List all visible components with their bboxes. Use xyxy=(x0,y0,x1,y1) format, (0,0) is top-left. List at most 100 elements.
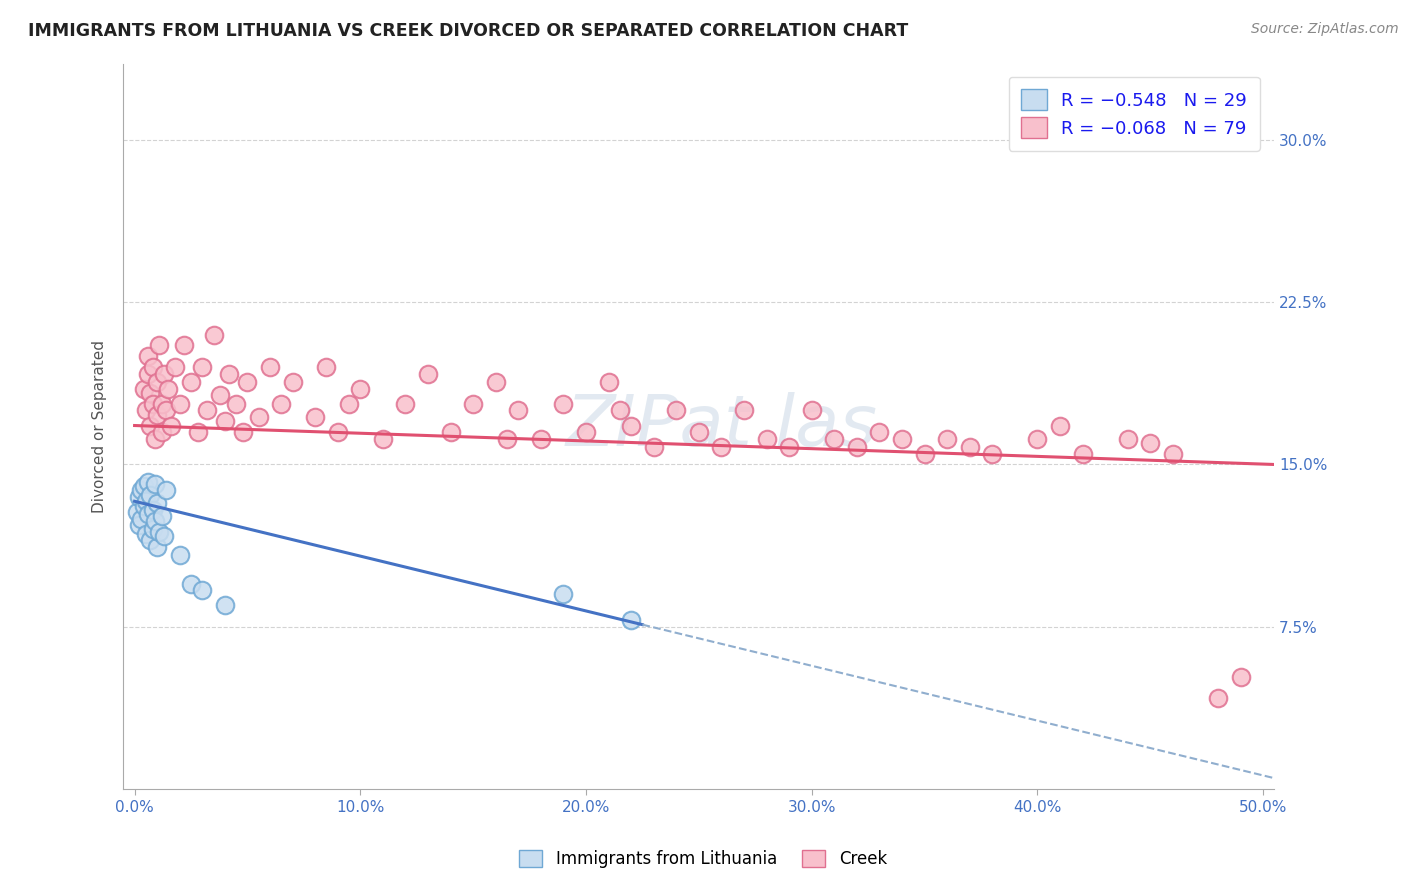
Point xyxy=(304,409,326,424)
Point xyxy=(153,367,176,381)
Point xyxy=(845,440,868,454)
Point xyxy=(337,397,360,411)
Point xyxy=(146,496,169,510)
Point xyxy=(128,490,150,504)
Point xyxy=(173,338,195,352)
Point xyxy=(236,376,259,390)
Point xyxy=(868,425,890,439)
Point xyxy=(485,376,508,390)
Point xyxy=(143,477,166,491)
Point xyxy=(914,447,936,461)
Text: Source: ZipAtlas.com: Source: ZipAtlas.com xyxy=(1251,22,1399,37)
Point xyxy=(139,418,162,433)
Point xyxy=(153,529,176,543)
Point xyxy=(146,540,169,554)
Point xyxy=(214,414,236,428)
Point xyxy=(1026,432,1049,446)
Point xyxy=(150,509,173,524)
Point xyxy=(326,425,349,439)
Point xyxy=(146,408,169,422)
Point xyxy=(530,432,553,446)
Point xyxy=(1161,447,1184,461)
Point xyxy=(209,388,232,402)
Legend: Immigrants from Lithuania, Creek: Immigrants from Lithuania, Creek xyxy=(512,843,894,875)
Text: ZIPat las: ZIPat las xyxy=(565,392,877,461)
Point xyxy=(620,418,643,433)
Point xyxy=(553,397,575,411)
Point xyxy=(132,499,155,513)
Point xyxy=(202,327,225,342)
Point xyxy=(135,526,157,541)
Point xyxy=(180,376,202,390)
Point xyxy=(143,514,166,528)
Point xyxy=(755,432,778,446)
Point xyxy=(139,488,162,502)
Point xyxy=(936,432,959,446)
Point xyxy=(665,403,688,417)
Point xyxy=(1206,691,1229,706)
Point xyxy=(1229,670,1251,684)
Point xyxy=(148,524,170,539)
Point xyxy=(132,479,155,493)
Point xyxy=(187,425,209,439)
Point xyxy=(146,376,169,390)
Point xyxy=(270,397,292,411)
Point xyxy=(349,382,371,396)
Point xyxy=(142,523,165,537)
Point xyxy=(136,367,159,381)
Point xyxy=(1116,432,1139,446)
Point xyxy=(394,397,416,411)
Point xyxy=(214,598,236,612)
Point xyxy=(135,494,157,508)
Point xyxy=(136,508,159,522)
Point xyxy=(959,440,981,454)
Point xyxy=(195,403,218,417)
Point xyxy=(165,360,187,375)
Point xyxy=(218,367,240,381)
Point xyxy=(125,505,148,519)
Legend: R = −0.548   N = 29, R = −0.068   N = 79: R = −0.548 N = 29, R = −0.068 N = 79 xyxy=(1010,77,1260,151)
Point xyxy=(981,447,1004,461)
Point xyxy=(159,418,181,433)
Point xyxy=(247,409,270,424)
Point xyxy=(180,576,202,591)
Point xyxy=(1049,418,1071,433)
Point xyxy=(131,483,153,498)
Point xyxy=(643,440,665,454)
Point xyxy=(891,432,914,446)
Point xyxy=(132,382,155,396)
Point xyxy=(136,475,159,489)
Point xyxy=(155,483,177,498)
Point xyxy=(150,397,173,411)
Point xyxy=(157,382,180,396)
Point xyxy=(136,349,159,363)
Point xyxy=(598,376,620,390)
Point xyxy=(232,425,254,439)
Point xyxy=(575,425,598,439)
Point xyxy=(131,511,153,525)
Point xyxy=(225,397,247,411)
Point xyxy=(139,533,162,548)
Point xyxy=(128,518,150,533)
Point xyxy=(139,386,162,401)
Point xyxy=(823,432,845,446)
Point xyxy=(315,360,337,375)
Point xyxy=(148,338,170,352)
Point xyxy=(463,397,485,411)
Point xyxy=(135,403,157,417)
Point xyxy=(169,549,191,563)
Point xyxy=(191,360,214,375)
Point xyxy=(800,403,823,417)
Point xyxy=(439,425,461,439)
Point xyxy=(1071,447,1094,461)
Point xyxy=(553,587,575,601)
Y-axis label: Divorced or Separated: Divorced or Separated xyxy=(93,340,107,513)
Text: IMMIGRANTS FROM LITHUANIA VS CREEK DIVORCED OR SEPARATED CORRELATION CHART: IMMIGRANTS FROM LITHUANIA VS CREEK DIVOR… xyxy=(28,22,908,40)
Point xyxy=(496,432,519,446)
Point xyxy=(191,582,214,597)
Point xyxy=(143,432,166,446)
Point xyxy=(142,360,165,375)
Point xyxy=(609,403,631,417)
Point xyxy=(416,367,439,381)
Point xyxy=(733,403,755,417)
